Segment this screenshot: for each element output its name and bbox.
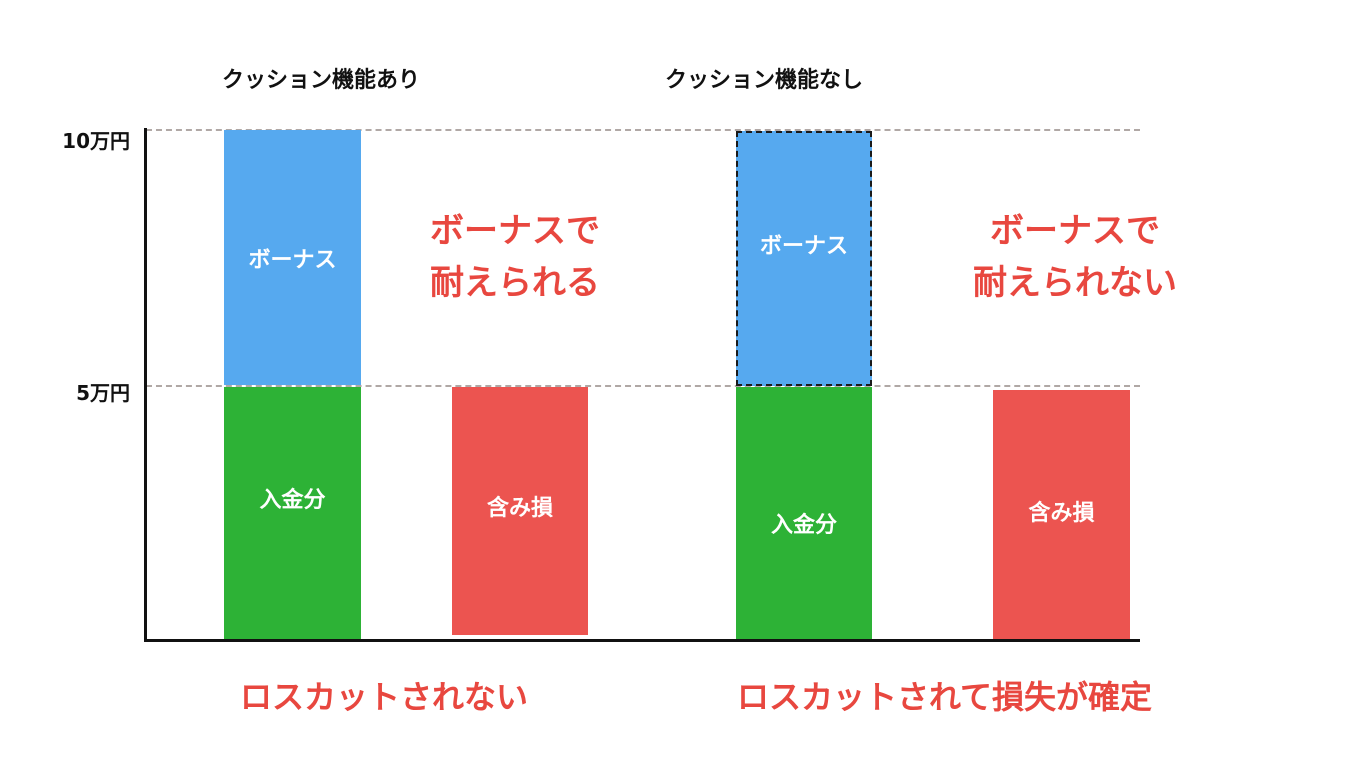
bar-loss-left: 含み損 bbox=[452, 387, 588, 635]
bar-deposit-left-label: 入金分 bbox=[259, 488, 326, 513]
callout-without-cushion-line1: ボーナスで bbox=[990, 211, 1160, 251]
bar-deposit-right: 入金分 bbox=[736, 387, 872, 639]
callout-with-cushion-line2: 耐えられる bbox=[430, 263, 600, 303]
callout-without-cushion: ボーナスで 耐えられない bbox=[945, 205, 1205, 309]
y-axis bbox=[144, 128, 147, 642]
y-tick-5man: 5万円 bbox=[76, 381, 130, 405]
bar-bonus-left-label: ボーナス bbox=[248, 247, 337, 273]
panel-title-without-cushion: クッション機能なし bbox=[665, 68, 864, 93]
result-with-cushion: ロスカットされない bbox=[240, 678, 529, 716]
callout-with-cushion: ボーナスで 耐えられる bbox=[400, 205, 630, 309]
bar-deposit-left: 入金分 bbox=[224, 387, 361, 639]
gridline-5man bbox=[146, 385, 1140, 387]
result-without-cushion: ロスカットされて損失が確定 bbox=[737, 678, 1153, 716]
callout-with-cushion-line1: ボーナスで bbox=[430, 211, 600, 251]
bar-bonus-left: ボーナス bbox=[224, 130, 361, 385]
bar-loss-right: 含み損 bbox=[993, 390, 1130, 639]
panel-title-with-cushion: クッション機能あり bbox=[222, 68, 421, 93]
x-axis bbox=[144, 639, 1140, 642]
gridline-10man bbox=[146, 129, 1140, 131]
bar-loss-left-label: 含み損 bbox=[486, 496, 553, 521]
bar-bonus-right-label: ボーナス bbox=[759, 233, 848, 259]
bar-loss-right-label: 含み損 bbox=[1028, 500, 1095, 526]
bar-bonus-right: ボーナス bbox=[736, 131, 872, 386]
bar-deposit-right-label: 入金分 bbox=[770, 513, 837, 538]
y-tick-10man: 10万円 bbox=[62, 129, 130, 153]
callout-without-cushion-line2: 耐えられない bbox=[973, 263, 1177, 303]
